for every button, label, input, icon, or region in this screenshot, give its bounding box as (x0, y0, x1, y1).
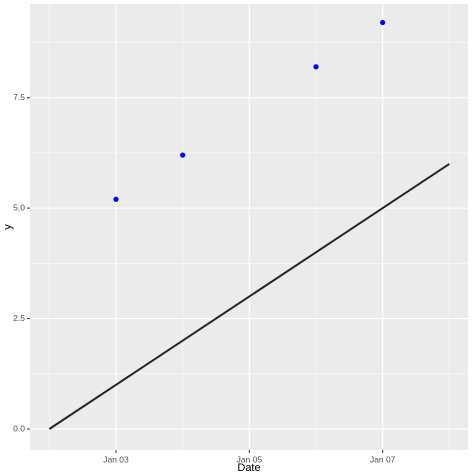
x-tick-label: Jan 03 (103, 454, 129, 464)
point (380, 19, 386, 26)
point (313, 64, 319, 70)
x-axis-title: Date (237, 462, 260, 474)
x-tick-label: Jan 05 (237, 454, 263, 464)
y-tick-label: 5.0 (13, 202, 25, 212)
point (180, 152, 186, 158)
point (113, 196, 119, 202)
y-axis-title: y (2, 224, 14, 230)
y-tick-label: 7.5 (13, 92, 25, 102)
x-tick-label: Jan 07 (370, 454, 396, 464)
y-tick-label: 2.5 (13, 313, 25, 323)
line (48, 163, 450, 430)
y-tick-label: 0.0 (13, 423, 25, 433)
